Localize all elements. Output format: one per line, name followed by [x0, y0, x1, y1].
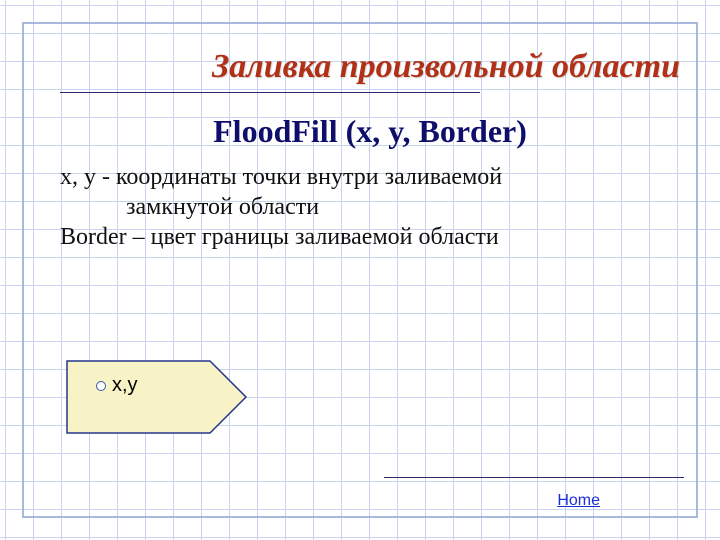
param-xy-line1: x, y - координаты точки внутри заливаемо…	[60, 162, 680, 192]
pentagon-polygon	[67, 361, 246, 433]
slide-content: Заливка произвольной области FloodFill (…	[60, 48, 680, 252]
bottom-rule	[384, 477, 684, 478]
point-marker	[96, 381, 106, 391]
param-border: Border – цвет границы заливаемой области	[60, 222, 680, 252]
slide-title: Заливка произвольной области	[60, 48, 680, 86]
pentagon-arrow-icon	[66, 360, 248, 434]
point-label: x,y	[112, 374, 138, 397]
function-signature: FloodFill (x, y, Border)	[60, 113, 680, 150]
param-xy-line2: замкнутой области	[60, 192, 680, 222]
title-underline	[60, 92, 480, 93]
home-link[interactable]: Home	[557, 492, 600, 510]
diagram-shape: x,y	[66, 360, 248, 434]
